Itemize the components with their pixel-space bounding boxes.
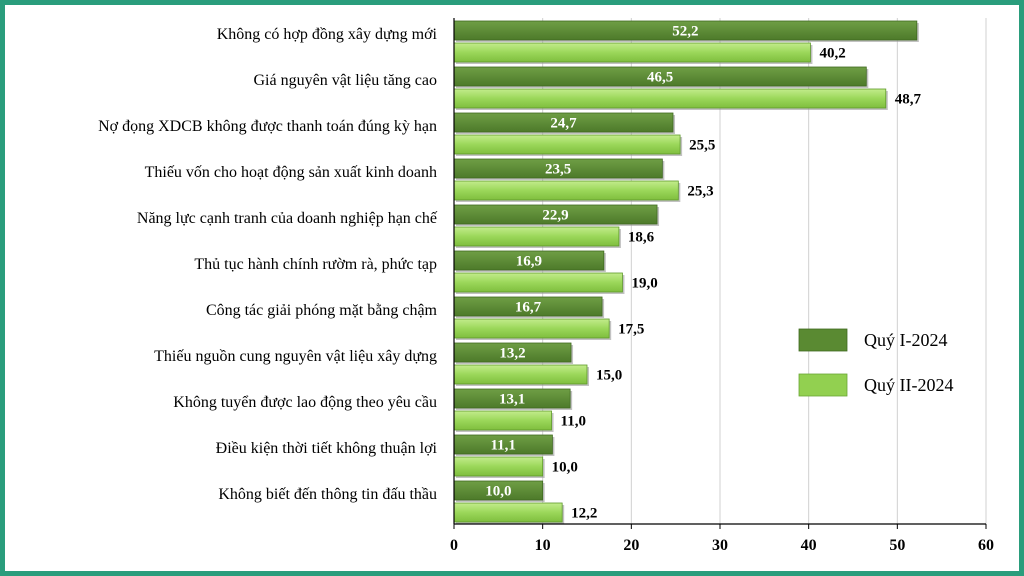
x-tick-label: 30 xyxy=(712,537,728,554)
labels: 52,2 40,2 Không có hợp đồng xây dựng mới 46… xyxy=(98,24,921,522)
category-label: Điều kiện thời tiết không thuận lợi xyxy=(216,440,438,457)
value-label-q2: 18,6 xyxy=(628,230,655,246)
category-label: Thiếu nguồn cung nguyên vật liệu xây dựn… xyxy=(154,348,437,365)
value-label-q1: 10,0 xyxy=(485,484,511,500)
value-label-q1: 11,1 xyxy=(490,438,515,454)
legend: Quý I-2024 Quý II-2024 xyxy=(798,328,953,397)
legend-label-q1: Quý I-2024 xyxy=(864,330,948,350)
value-label-q2: 11,0 xyxy=(561,414,586,430)
value-label-q1: 46,5 xyxy=(647,70,673,86)
x-tick-label: 60 xyxy=(978,537,994,554)
bar-q2 xyxy=(453,502,563,523)
value-label-q2: 19,0 xyxy=(631,276,657,292)
legend-swatch-q2 xyxy=(798,373,848,397)
value-label-q2: 25,3 xyxy=(687,184,713,200)
category-label: Thủ tục hành chính rườm rà, phức tạp xyxy=(194,256,437,273)
x-tick-label: 40 xyxy=(801,537,817,554)
value-label-q1: 16,9 xyxy=(516,254,542,270)
x-tick-label: 0 xyxy=(450,537,458,554)
value-label-q1: 52,2 xyxy=(672,24,698,40)
bars xyxy=(453,20,919,524)
value-label-q2: 10,0 xyxy=(552,460,578,476)
bar-q2 xyxy=(453,180,679,201)
category-label: Nợ đọng XDCB không được thanh toán đúng … xyxy=(98,118,437,135)
value-label-q2: 15,0 xyxy=(596,368,622,384)
value-label-q2: 12,2 xyxy=(571,506,597,522)
value-label-q1: 16,7 xyxy=(515,300,542,316)
value-label-q2: 17,5 xyxy=(618,322,644,338)
bar-q2 xyxy=(453,364,588,385)
category-label: Không biết đến thông tin đấu thầu xyxy=(218,486,437,503)
category-label: Công tác giải phóng mặt bằng chậm xyxy=(206,302,438,319)
bar-q2 xyxy=(453,410,552,431)
x-tick-label: 50 xyxy=(889,537,905,554)
value-label-q1: 22,9 xyxy=(542,208,568,224)
value-label-q2: 40,2 xyxy=(819,46,845,62)
bar-q2 xyxy=(453,42,811,63)
bar-q2 xyxy=(453,134,681,155)
value-label-q1: 13,2 xyxy=(499,346,525,362)
value-label-q1: 24,7 xyxy=(550,116,577,132)
category-label: Năng lực cạnh tranh của doanh nghiệp hạn… xyxy=(137,210,438,227)
value-label-q1: 23,5 xyxy=(545,162,571,178)
bar-q2 xyxy=(453,318,610,339)
value-label-q1: 13,1 xyxy=(499,392,525,408)
category-label: Giá nguyên vật liệu tăng cao xyxy=(254,72,438,89)
bar-q2 xyxy=(453,272,623,293)
x-tick-label: 20 xyxy=(623,537,639,554)
bar-q2 xyxy=(453,226,620,247)
category-label: Không có hợp đồng xây dựng mới xyxy=(217,26,438,43)
axes: 0 10 20 30 40 50 60 xyxy=(450,18,994,554)
category-label: Không tuyển được lao động theo yêu cầu xyxy=(173,394,437,411)
x-tick-label: 10 xyxy=(535,537,551,554)
bar-q2 xyxy=(453,88,887,109)
category-label: Thiếu vốn cho hoạt động sản xuất kinh do… xyxy=(145,164,437,181)
value-label-q2: 25,5 xyxy=(689,138,715,154)
bar-q2 xyxy=(453,456,544,477)
value-label-q2: 48,7 xyxy=(895,92,922,108)
legend-label-q2: Quý II-2024 xyxy=(864,375,953,395)
legend-swatch-q1 xyxy=(798,328,848,352)
